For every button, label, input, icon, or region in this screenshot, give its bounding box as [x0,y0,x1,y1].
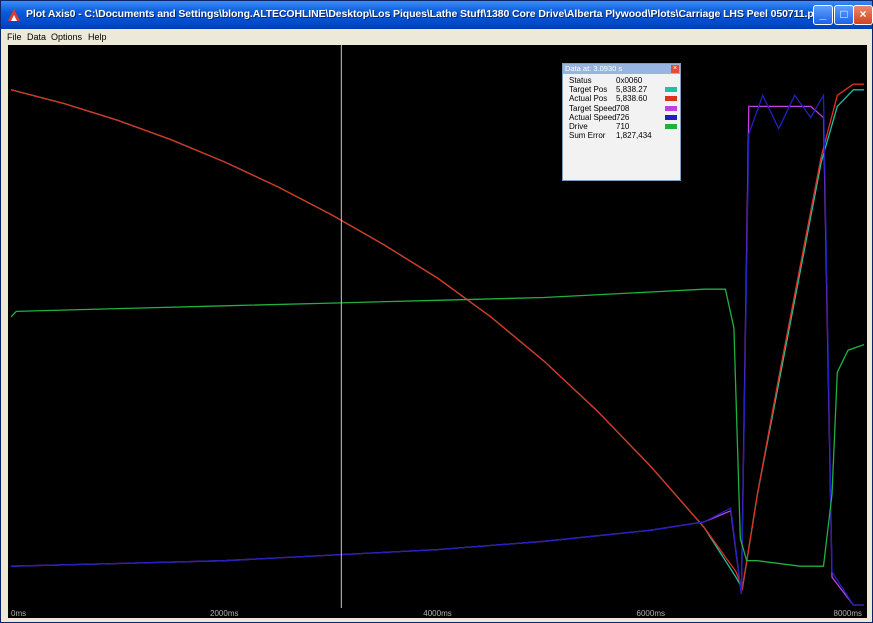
x-tick-label: 8000ms [834,609,862,618]
data-row-value: 5,838.60 [616,94,648,104]
data-row-drive: Drive 710 [565,122,680,131]
menu-bar: File Data Options Help [1,29,872,45]
data-panel-title: Data at: 3.0930 s [563,64,680,74]
data-row-value: 1,827,434 [616,131,652,141]
data-row-label: Drive [569,122,588,131]
data-row-actual-pos: Actual Pos 5,838.60 [565,94,680,103]
series-line-actual-pos [10,83,864,591]
series-color-swatch[interactable] [665,124,677,129]
x-tick-label: 0ms [11,609,26,618]
series-line-drive [10,288,865,567]
app-icon [8,9,20,21]
series-color-swatch[interactable] [665,114,677,120]
menu-file[interactable]: File [7,32,22,42]
data-row-value: 710 [616,122,630,131]
data-row-label: Target Speed [569,103,617,113]
window-title: Plot Axis0 - C:\Documents and Settings\b… [26,8,820,20]
menu-options[interactable]: Options [51,32,83,42]
minimize-button[interactable]: _ [813,5,833,25]
menu-data[interactable]: Data [27,32,47,42]
data-row-sum-error: Sum Error 1,827,434 [565,131,680,140]
data-row-label: Sum Error [569,131,606,141]
data-row-value: 0x0060 [616,76,643,85]
close-button[interactable]: × [853,5,873,25]
title-bar[interactable]: Plot Axis0 - C:\Documents and Settings\b… [1,1,873,29]
maximize-button[interactable]: □ [834,5,854,25]
data-row-value: 5,838.27 [616,85,648,95]
data-row-value: 726 [616,112,630,122]
data-row-label: Target Pos [569,85,608,95]
data-row-label: Actual Speed [569,112,617,122]
series-color-swatch[interactable] [665,105,677,111]
data-panel-close-button[interactable]: × [671,65,679,73]
data-row-label: Actual Pos [569,94,608,104]
x-tick-label: 4000ms [423,609,451,618]
data-row-status: Status 0x0060 [565,76,680,85]
series-line-actual-speed [10,92,864,606]
data-row-label: Status [569,76,592,85]
data-panel[interactable]: Data at: 3.0930 s × Status 0x0060 Target P… [562,63,681,181]
x-tick-label: 6000ms [637,609,665,618]
plot-area[interactable]: 0ms 2000ms 4000ms 6000ms 8000ms [8,45,867,618]
series-line-target-pos [10,89,864,591]
menu-help[interactable]: Help [88,32,107,42]
x-tick-label: 2000ms [210,609,238,618]
data-row-actual-speed: Actual Speed 726 [565,113,680,122]
series-line-target-speed [10,105,864,606]
line-chart[interactable]: 0ms 2000ms 4000ms 6000ms 8000ms [8,45,867,618]
data-row-target-speed: Target Speed 708 [565,104,680,113]
series-color-swatch[interactable] [665,96,677,102]
data-row-value: 708 [616,103,630,113]
data-row-target-pos: Target Pos 5,838.27 [565,85,680,94]
series-color-swatch[interactable] [665,87,677,93]
